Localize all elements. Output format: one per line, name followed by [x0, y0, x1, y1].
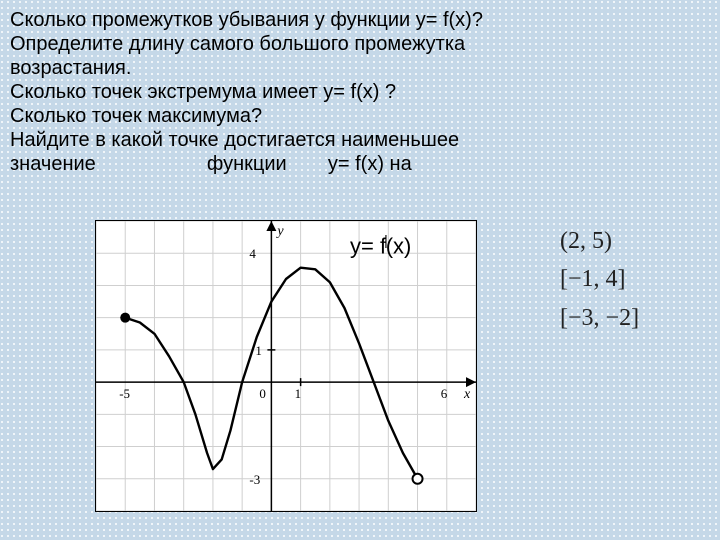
question-block: Сколько промежутков убывания у функции y…: [10, 8, 710, 176]
q-line-3: возрастания.: [10, 56, 710, 80]
interval-a: (2, 5): [560, 222, 639, 260]
interval-c: [−3, −2]: [560, 299, 639, 337]
svg-text:-3: -3: [249, 472, 260, 487]
svg-text:y: y: [275, 224, 284, 239]
q-line-1: Сколько промежутков убывания у функции y…: [10, 8, 710, 32]
svg-text:0: 0: [259, 386, 266, 401]
q-line-5: Сколько точек максимума?: [10, 104, 710, 128]
q-line-4: Сколько точек экстремума имеет y= f(x) ?: [10, 80, 710, 104]
q-line-7: значение функции y= f(x) на: [10, 152, 710, 176]
svg-text:-5: -5: [119, 386, 130, 401]
svg-text:1: 1: [255, 343, 262, 358]
chart-svg: y x 0 -5 1 6 1 4 -3: [96, 221, 476, 511]
q-line-7a: значение: [10, 153, 96, 175]
interval-list: (2, 5) [−1, 4] [−3, −2]: [560, 222, 639, 337]
content-area: Сколько промежутков убывания у функции y…: [0, 0, 720, 184]
q-line-7b: функции: [207, 153, 287, 175]
function-chart: y x 0 -5 1 6 1 4 -3: [95, 220, 477, 512]
chart-function-label: y= f|(x): [350, 232, 411, 259]
q-line-6: Найдите в какой точке достигается наимен…: [10, 128, 710, 152]
q-line-7c: y= f(x) на: [328, 153, 412, 175]
svg-text:4: 4: [249, 246, 256, 261]
svg-text:1: 1: [295, 386, 302, 401]
svg-text:6: 6: [441, 386, 448, 401]
interval-b: [−1, 4]: [560, 260, 639, 298]
q-line-2: Определите длину самого большого промежу…: [10, 32, 710, 56]
svg-text:x: x: [463, 387, 471, 402]
